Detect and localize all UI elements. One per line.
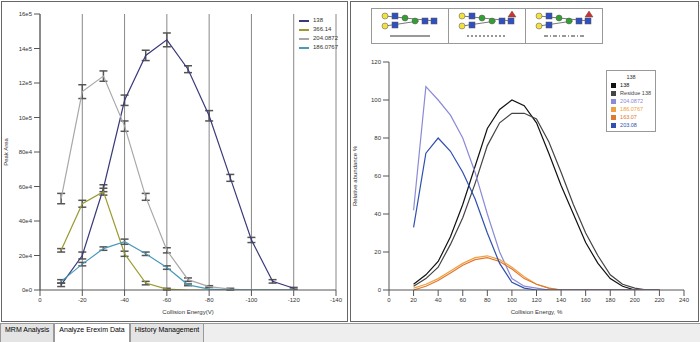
svg-text:14e5: 14e5 [19, 46, 33, 52]
svg-text:-20: -20 [78, 297, 87, 303]
svg-text:80: 80 [374, 135, 381, 141]
svg-text:240: 240 [679, 297, 690, 303]
html-text:Analyze Erexim Data: Analyze Erexim Data [59, 326, 125, 333]
html-text:204.0872: 204.0872 [313, 35, 338, 41]
svg-text:-80: -80 [205, 297, 214, 303]
html-text:Residue 138: Residue 138 [620, 90, 651, 96]
svg-text:20e4: 20e4 [19, 253, 33, 259]
svg-text:20: 20 [410, 297, 417, 303]
svg-text:40: 40 [374, 211, 381, 217]
svg-text:Collision Energy, %: Collision Energy, % [511, 309, 563, 315]
svg-text:-140: -140 [330, 297, 343, 303]
svg-text:-100: -100 [245, 297, 258, 303]
svg-text:120: 120 [371, 59, 382, 65]
svg-text:Collision Energy(V): Collision Energy(V) [162, 309, 213, 315]
svg-text:40: 40 [435, 297, 442, 303]
svg-text:40e4: 40e4 [19, 218, 33, 224]
html-text:138: 138 [626, 74, 636, 80]
svg-text:140: 140 [556, 297, 567, 303]
html-text:138: 138 [620, 82, 630, 88]
svg-text:60e4: 60e4 [19, 184, 33, 190]
html-text:MRM Analysis: MRM Analysis [5, 326, 50, 333]
svg-text:160: 160 [581, 297, 592, 303]
svg-text:60: 60 [374, 173, 381, 179]
svg-text:60: 60 [459, 297, 466, 303]
svg-text:-40: -40 [120, 297, 129, 303]
svg-text:16e5: 16e5 [19, 11, 33, 17]
svg-text:220: 220 [654, 297, 665, 303]
svg-text:20: 20 [374, 249, 381, 255]
html-text:203.08: 203.08 [620, 122, 637, 128]
html-text:186.0767: 186.0767 [620, 106, 644, 112]
svg-text:180: 180 [605, 297, 616, 303]
svg-text:80e4: 80e4 [19, 149, 33, 155]
html-text:204.0872: 204.0872 [620, 98, 644, 104]
svg-text:100: 100 [371, 97, 382, 103]
svg-text:120: 120 [531, 297, 542, 303]
html-text:366.14: 366.14 [313, 26, 332, 32]
html-text:138: 138 [313, 17, 323, 23]
svg-text:-120: -120 [288, 297, 301, 303]
svg-text:12e5: 12e5 [19, 80, 33, 86]
svg-text:Relative abundance %: Relative abundance % [352, 145, 358, 206]
html-text:186.0767: 186.0767 [313, 44, 338, 50]
svg-text:0: 0 [387, 297, 391, 303]
svg-text:100: 100 [507, 297, 518, 303]
svg-text:-60: -60 [163, 297, 172, 303]
svg-text:0e0: 0e0 [22, 287, 33, 293]
svg-text:0: 0 [378, 287, 382, 293]
html-text:163.07: 163.07 [620, 114, 637, 120]
svg-text:Peak Area: Peak Area [8, 137, 9, 165]
svg-text:0: 0 [38, 297, 42, 303]
svg-text:10e5: 10e5 [19, 115, 33, 121]
svg-text:80: 80 [484, 297, 491, 303]
html-text:History Management: History Management [134, 326, 200, 333]
svg-text:200: 200 [630, 297, 641, 303]
